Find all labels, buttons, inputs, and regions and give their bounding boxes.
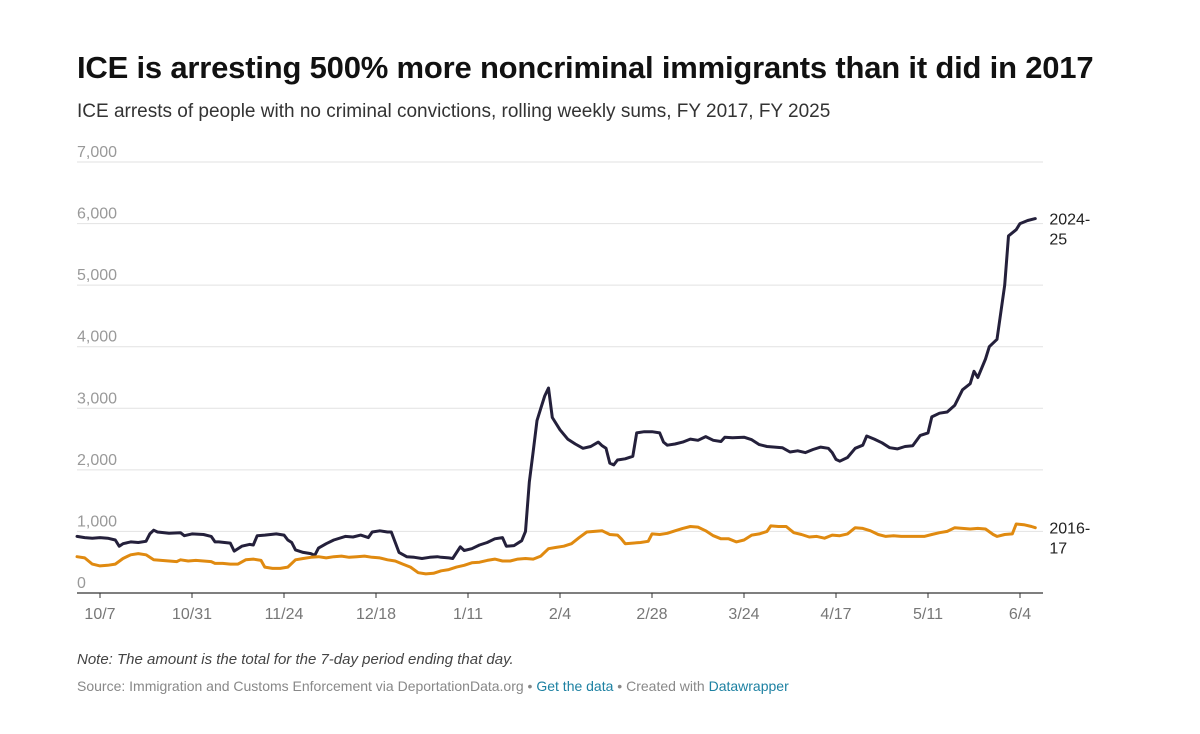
datawrapper-link[interactable]: Datawrapper: [708, 678, 789, 694]
x-tick-label: 1/11: [453, 606, 483, 623]
y-tick-label: 2,000: [77, 452, 117, 469]
x-tick-label: 2/4: [549, 606, 571, 623]
chart-footer: Source: Immigration and Customs Enforcem…: [77, 678, 789, 694]
x-tick-label: 2/28: [636, 606, 667, 623]
gridlines: [77, 161, 1043, 532]
series-label-2016-17: 2016-: [1049, 521, 1090, 538]
chart-title: ICE is arresting 500% more noncriminal i…: [77, 50, 1094, 85]
y-axis-ticks: 0 1,000 2,000 3,000 4,000 5,000 6,000 7,000: [77, 144, 117, 592]
series-line-2024-25: [75, 217, 1037, 560]
chart-subtitle: ICE arrests of people with no criminal c…: [77, 101, 831, 122]
source-text: Source: Immigration and Customs Enforcem…: [77, 678, 524, 694]
y-tick-label: 3,000: [77, 390, 117, 407]
x-tick-label: 11/24: [265, 606, 304, 623]
y-tick-label: 6,000: [77, 206, 117, 223]
separator: •: [617, 678, 623, 694]
series-lines: [75, 217, 1037, 576]
y-tick-label: 1,000: [77, 513, 117, 530]
chart-note: Note: The amount is the total for the 7-…: [77, 651, 514, 668]
x-tick-label: 4/17: [820, 606, 851, 623]
x-tick-label: 10/7: [84, 606, 115, 623]
created-with-text: Created with: [626, 678, 705, 694]
y-tick-label: 5,000: [77, 267, 117, 284]
line-chart: 0 1,000 2,000 3,000 4,000 5,000 6,000 7,000 10/…: [75, 144, 1090, 623]
series-line-2016-17: [75, 522, 1037, 576]
y-tick-label: 7,000: [77, 144, 117, 161]
series-label-2024-25: 2024-: [1049, 212, 1090, 229]
series-label-2016-17: 17: [1049, 541, 1067, 558]
x-axis-ticks: 10/7 10/31 11/24 12/18 1/11 2/4 2/28 3/24 4/17 5/…: [84, 593, 1031, 623]
x-tick-label: 5/11: [913, 606, 943, 623]
x-tick-label: 6/4: [1009, 606, 1031, 623]
separator: •: [527, 678, 533, 694]
get-the-data-link[interactable]: Get the data: [536, 678, 614, 694]
x-tick-label: 10/31: [172, 606, 212, 623]
series-labels: 2024- 25 2016- 17: [1049, 212, 1090, 558]
y-tick-label: 4,000: [77, 329, 117, 346]
x-tick-label: 3/24: [728, 606, 759, 623]
series-label-2024-25: 25: [1049, 232, 1067, 249]
y-tick-label: 0: [77, 575, 86, 592]
x-tick-label: 12/18: [356, 606, 396, 623]
